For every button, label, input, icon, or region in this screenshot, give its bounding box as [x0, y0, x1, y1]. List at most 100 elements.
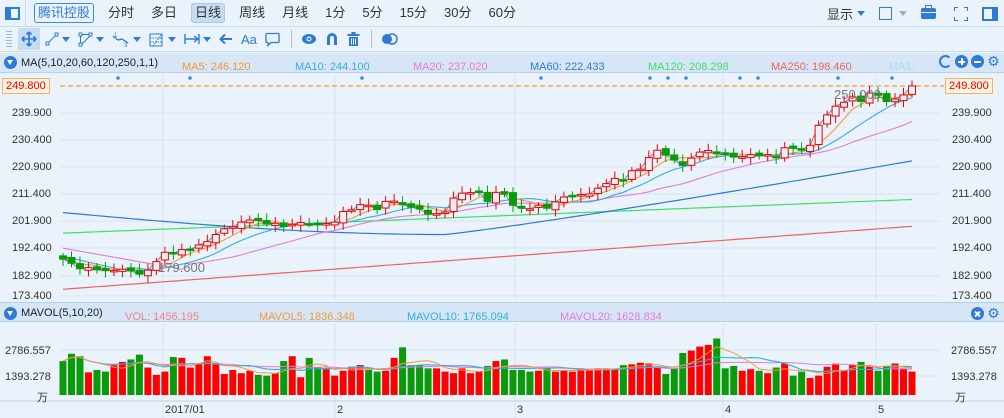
price-tick-right: 211.400	[952, 188, 991, 200]
display-menu-label: 显示	[826, 7, 853, 22]
price-tick-right: 192.400	[952, 242, 992, 254]
fibonacci-tool[interactable]	[146, 28, 179, 50]
right-panel-toggle-icon[interactable]	[982, 6, 998, 21]
price-tick-left: 192.400	[12, 242, 52, 254]
compare-tool[interactable]	[378, 28, 402, 50]
indicator-value: MA20: 237.020	[413, 61, 488, 73]
magnet-tool[interactable]	[322, 28, 342, 50]
indicator-value: MAVOL20: 1628.834	[560, 311, 662, 323]
arrow-tool[interactable]	[216, 28, 236, 50]
polyline-tool[interactable]	[75, 28, 107, 50]
period-tab[interactable]: 5分	[362, 5, 383, 20]
period-tab[interactable]: 15分	[399, 5, 428, 20]
refresh-icon[interactable]	[939, 55, 952, 68]
move-tool[interactable]	[18, 28, 40, 50]
period-tabs: 分时 多日 日线 周线 月线 1分 5分 15分 30分 60分	[94, 3, 519, 23]
stock-name-button[interactable]: 腾讯控股	[34, 3, 95, 23]
close-indicator-icon[interactable]	[971, 307, 984, 320]
chevron-down-icon	[168, 36, 176, 42]
range-tool[interactable]	[181, 28, 214, 50]
price-tick-left: 201.900	[12, 215, 52, 227]
period-tab[interactable]: 1分	[325, 5, 346, 20]
indicator-value: MA10: 244.100	[295, 61, 370, 73]
speech-bubble-icon	[265, 32, 280, 47]
period-tab[interactable]: 30分	[444, 5, 472, 20]
top-bar: 腾讯控股 分时 多日 日线 周线 月线 1分 5分 15分 30分 60分 显示	[0, 0, 1004, 27]
price-tick-left: 230.400	[12, 134, 52, 146]
move-arrows-icon	[21, 31, 37, 47]
time-axis-label: 2017/01	[165, 404, 205, 416]
price-tick-right: 173.400	[952, 290, 992, 302]
period-tab[interactable]: 日线	[191, 3, 226, 23]
ma-indicator-title[interactable]: MA(5,10,20,60,120,250,1,1)	[21, 57, 158, 69]
text-tool[interactable]: Aa	[241, 31, 257, 47]
indicator-value: MA1:	[889, 61, 915, 73]
price-tick-right: 239.900	[952, 107, 992, 119]
time-axis-label: 5	[878, 404, 885, 416]
price-tick-left: 239.900	[12, 107, 52, 119]
indicator-value: MA120: 208.298	[648, 61, 729, 73]
volume-indicator-title[interactable]: MAVOL(5,10,20)	[21, 307, 103, 319]
fibonacci-grid-icon	[149, 33, 163, 47]
ma-indicator-header: MA(5,10,20,60,120,250,1,1) MA5: 246.120 M…	[0, 53, 1004, 73]
line-segment-icon	[45, 32, 59, 46]
sidebar-toggle-button[interactable]	[0, 0, 26, 27]
svg-text:179.600: 179.600	[158, 260, 205, 275]
price-tick-left: 173.400	[12, 290, 52, 302]
remove-indicator-icon[interactable]	[971, 55, 984, 68]
range-measure-icon	[184, 34, 200, 44]
period-tab[interactable]: 多日	[151, 5, 178, 20]
current-price-label-left: 249.800	[2, 78, 50, 94]
indicator-value: VOL: 1456.195	[125, 311, 200, 323]
line-tool[interactable]	[42, 28, 73, 50]
chevron-down-icon	[857, 11, 865, 16]
svg-text:250.000: 250.000	[834, 87, 881, 102]
layout-menu-button[interactable]	[879, 7, 907, 20]
indicator-value: MA60: 222.433	[530, 61, 605, 73]
price-tick-right: 230.400	[952, 134, 992, 146]
toolbox-icon[interactable]	[921, 5, 936, 19]
price-tick-left: 211.400	[12, 188, 51, 200]
indicator-value: MA250: 198.460	[771, 61, 852, 73]
square-icon	[879, 7, 892, 20]
chevron-down-icon	[96, 36, 104, 42]
indicator-value: MA5: 246.120	[182, 61, 251, 73]
collapse-indicator-icon[interactable]	[4, 56, 17, 69]
indicator-value: MAVOL5: 1836.348	[259, 311, 355, 323]
volume-header-icons: ⚙	[971, 305, 1000, 321]
arrow-left-icon	[219, 33, 232, 45]
price-tick-left: 182.900	[12, 270, 52, 282]
chevron-down-icon	[62, 36, 70, 42]
period-tab[interactable]: 分时	[108, 5, 135, 20]
volume-unit-label: 万	[37, 392, 48, 404]
gear-icon[interactable]: ⚙	[987, 305, 1000, 321]
add-indicator-icon[interactable]	[955, 55, 968, 68]
trash-icon	[347, 32, 360, 46]
period-tab[interactable]: 周线	[239, 5, 266, 20]
svg-text:1: 1	[114, 33, 118, 39]
toolbar-grip-handle[interactable]	[6, 30, 12, 48]
price-tick-right: 182.900	[952, 270, 992, 282]
volume-tick-left: 2786.557	[5, 345, 51, 357]
price-tick-right: 220.900	[952, 161, 992, 173]
eye-icon	[301, 34, 316, 44]
sidebar-icon	[5, 6, 20, 20]
price-tick-left: 220.900	[12, 161, 52, 173]
volume-indicator-header: MAVOL(5,10,20) VOL: 1456.195 MAVOL5: 1836…	[0, 302, 1004, 323]
gear-icon[interactable]: ⚙	[987, 53, 1000, 69]
visibility-toggle[interactable]	[298, 28, 320, 50]
ma-header-icons: ⚙	[939, 53, 1000, 69]
chevron-down-icon	[133, 36, 141, 42]
period-tab[interactable]: 60分	[488, 5, 516, 20]
comment-tool[interactable]	[262, 28, 283, 50]
delete-tool[interactable]	[344, 28, 363, 50]
display-menu-button[interactable]: 显示	[827, 4, 865, 23]
period-tab[interactable]: 月线	[282, 5, 309, 20]
fullscreen-icon[interactable]	[954, 6, 968, 21]
toolbar-divider	[370, 30, 372, 48]
collapse-volume-icon[interactable]	[4, 307, 17, 320]
chevron-down-icon	[899, 11, 907, 16]
compare-circles-icon	[381, 33, 398, 45]
